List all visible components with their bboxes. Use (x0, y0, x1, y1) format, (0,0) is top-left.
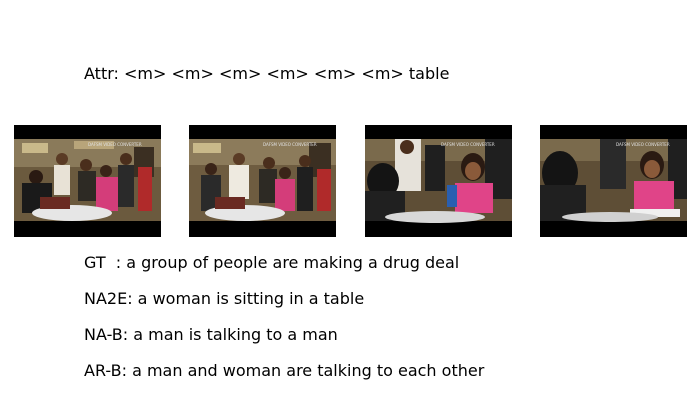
video-frame-4: DAFSM VIDEO CONVERTER (540, 125, 687, 237)
video-frame-3: DAFSM VIDEO CONVERTER (365, 125, 512, 237)
watermark-text: DAFSM VIDEO CONVERTER (441, 142, 495, 147)
caption-na-b: NA-B: a man is talking to a man (84, 325, 338, 344)
video-frame-1: DAFSM VIDEO CONVERTER (14, 125, 161, 237)
video-frame-3-image: DAFSM VIDEO CONVERTER (365, 125, 512, 237)
attribute-line: Attr: <m> <m> <m> <m> <m> <m> table (84, 64, 450, 83)
video-frame-2-image: DAFSM VIDEO CONVERTER (189, 125, 336, 237)
caption-na2e: NA2E: a woman is sitting in a table (84, 289, 365, 308)
video-frame-strip: DAFSM VIDEO CONVERTER DAFSM VIDEO CONVER… (14, 125, 688, 237)
watermark-text: DAFSM VIDEO CONVERTER (616, 142, 670, 147)
watermark-text: DAFSM VIDEO CONVERTER (88, 142, 142, 147)
video-frame-2: DAFSM VIDEO CONVERTER (189, 125, 336, 237)
watermark-text: DAFSM VIDEO CONVERTER (263, 142, 317, 147)
caption-ar-b: AR-B: a man and woman are talking to eac… (84, 361, 485, 380)
caption-ground-truth: GT : a group of people are making a drug… (84, 253, 460, 272)
video-frame-4-image: DAFSM VIDEO CONVERTER (540, 125, 687, 237)
video-frame-1-image: DAFSM VIDEO CONVERTER (14, 125, 161, 237)
